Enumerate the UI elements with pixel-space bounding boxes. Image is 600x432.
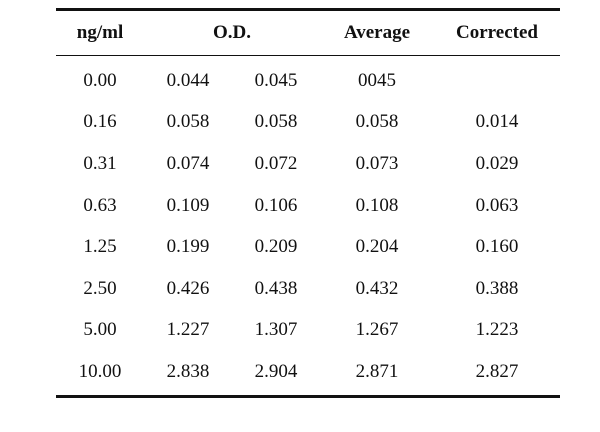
cell-average: 0045 xyxy=(358,69,396,91)
table-row: 0.16 0.058 0.058 0.058 0.014 xyxy=(56,102,560,144)
table-top-rule xyxy=(56,8,560,11)
cell-corrected: 0.388 xyxy=(475,277,519,299)
cell-od-1: 0.058 xyxy=(166,111,210,133)
cell-corrected xyxy=(434,56,560,102)
cell-od-1: 0.044 xyxy=(166,69,210,91)
table-row: 0.31 0.074 0.072 0.073 0.029 xyxy=(56,143,560,185)
cell-average: 1.267 xyxy=(355,319,399,341)
cell-corrected: 0.063 xyxy=(475,194,519,216)
cell-od-2: 0.209 xyxy=(254,236,298,258)
table-header: ng/ml O.D. Average Corrected xyxy=(56,11,560,55)
cell-od-2: 0.058 xyxy=(254,111,298,133)
cell-od-1: 0.426 xyxy=(166,277,210,299)
cell-corrected: 1.223 xyxy=(475,319,519,341)
cell-concentration: 5.00 xyxy=(83,319,117,341)
header-concentration: ng/ml xyxy=(76,22,124,43)
data-table-container: ng/ml O.D. Average Corrected 0.00 0.044 0.… xyxy=(56,8,560,398)
header-average: Average xyxy=(343,22,411,43)
table-row: 1.25 0.199 0.209 0.204 0.160 xyxy=(56,226,560,268)
cell-od-1: 1.227 xyxy=(166,319,210,341)
table-row: 0.00 0.044 0.045 0045 xyxy=(56,56,560,102)
cell-corrected: 0.014 xyxy=(475,111,519,133)
header-row: ng/ml O.D. Average Corrected xyxy=(56,11,560,55)
cell-od-2: 0.045 xyxy=(254,69,298,91)
cell-corrected: 0.160 xyxy=(475,236,519,258)
cell-concentration: 1.25 xyxy=(83,236,117,258)
cell-average: 0.108 xyxy=(355,194,399,216)
cell-average: 0.204 xyxy=(355,236,399,258)
cell-concentration: 0.31 xyxy=(83,152,117,174)
cell-od-2: 1.307 xyxy=(254,319,298,341)
header-corrected: Corrected xyxy=(456,22,538,43)
table-body: 0.00 0.044 0.045 0045 0.16 0.058 0.058 0.058 0.0… xyxy=(56,56,560,393)
table-header-rule xyxy=(56,55,560,56)
cell-average: 2.871 xyxy=(355,360,399,382)
table-row: 5.00 1.227 1.307 1.267 1.223 xyxy=(56,310,560,352)
cell-od-1: 0.199 xyxy=(166,236,210,258)
cell-od-2: 0.106 xyxy=(254,194,298,216)
cell-concentration: 0.00 xyxy=(83,69,117,91)
header-od: O.D. xyxy=(213,22,251,43)
data-table-body: 0.00 0.044 0.045 0045 0.16 0.058 0.058 0.058 0.0… xyxy=(56,56,560,393)
cell-average: 0.432 xyxy=(355,277,399,299)
cell-corrected: 2.827 xyxy=(475,360,519,382)
cell-od-1: 0.074 xyxy=(166,152,210,174)
table-row: 2.50 0.426 0.438 0.432 0.388 xyxy=(56,268,560,310)
cell-corrected: 0.029 xyxy=(475,152,519,174)
table-row: 10.00 2.838 2.904 2.871 2.827 xyxy=(56,351,560,393)
cell-concentration: 10.00 xyxy=(78,360,122,382)
cell-od-2: 0.072 xyxy=(254,152,298,174)
cell-concentration: 0.63 xyxy=(83,194,117,216)
cell-average: 0.073 xyxy=(355,152,399,174)
data-table: ng/ml O.D. Average Corrected xyxy=(56,11,560,55)
cell-od-1: 2.838 xyxy=(166,360,210,382)
table-row: 0.63 0.109 0.106 0.108 0.063 xyxy=(56,185,560,227)
cell-od-2: 0.438 xyxy=(254,277,298,299)
table-bottom-rule xyxy=(56,394,560,398)
cell-od-2: 2.904 xyxy=(254,360,298,382)
cell-concentration: 0.16 xyxy=(83,111,117,133)
cell-average: 0.058 xyxy=(355,111,399,133)
cell-od-1: 0.109 xyxy=(166,194,210,216)
cell-concentration: 2.50 xyxy=(83,277,117,299)
